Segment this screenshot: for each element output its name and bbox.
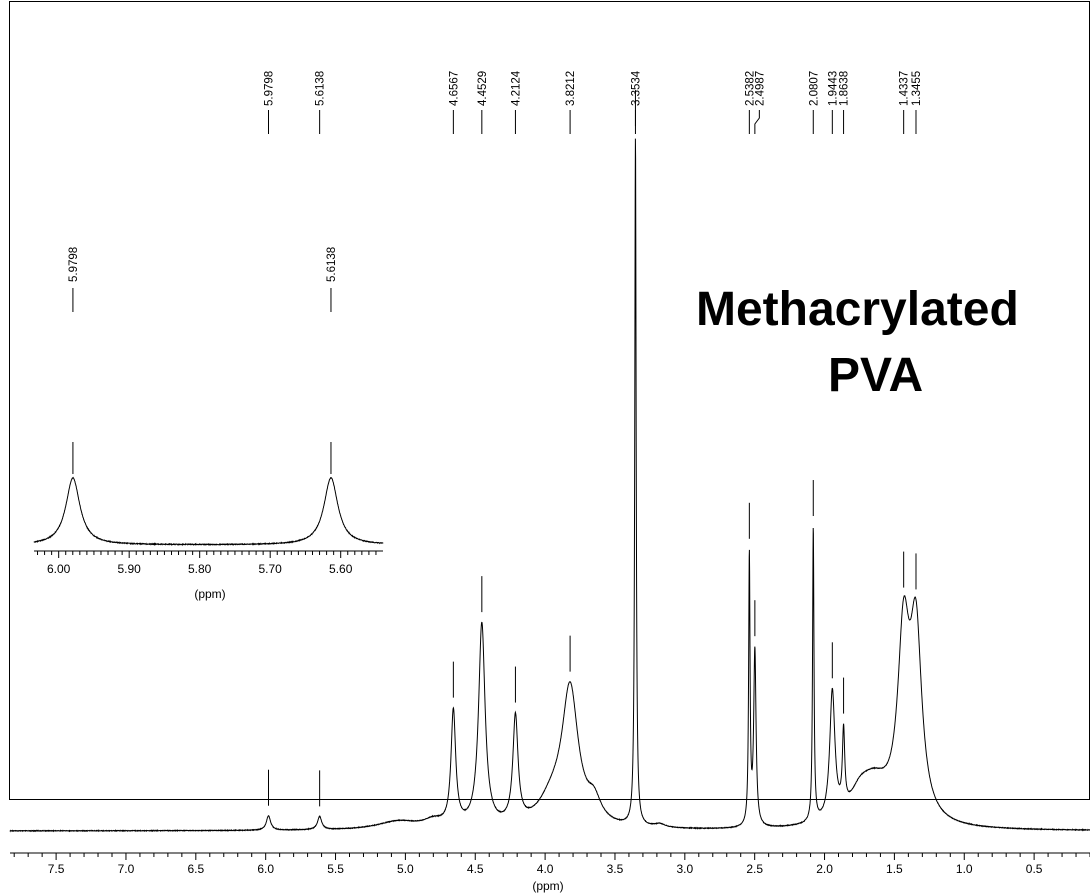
main-x-tick-label: 0.5 <box>1026 862 1043 876</box>
main-spectrum-trace <box>9 138 1090 833</box>
main-peak-label: 2.4987 <box>754 71 766 106</box>
main-x-tick-label: 6.5 <box>187 862 204 876</box>
main-peak-label: 3.8212 <box>565 71 577 106</box>
main-x-tick-label: 4.0 <box>537 862 554 876</box>
main-peak-label-group: 1.4337 <box>899 71 911 134</box>
main-peak-label-group: 4.2124 <box>510 70 522 134</box>
main-peak-markers <box>268 90 917 807</box>
main-x-tick-label: 5.0 <box>397 862 414 876</box>
main-x-tick-label: 6.0 <box>257 862 274 876</box>
main-x-tick-label: 4.5 <box>467 862 484 876</box>
main-x-tick-label: 2.0 <box>816 862 833 876</box>
inset-x-tick-label: 5.60 <box>329 562 353 576</box>
compound-title-line1: Methacrylated <box>696 283 1019 336</box>
inset-x-tick-label: 5.80 <box>188 562 212 576</box>
main-peak-label-group: 1.8638 <box>839 71 851 134</box>
main-peak-label-group: 1.3455 <box>911 71 923 134</box>
inset-x-axis: 6.00 5.90 5.80 5.70 5.60 <box>34 550 383 576</box>
main-peak-labels: 5.9798 5.6138 4.6567 4.4529 4.2124 3.8212 3.35… <box>264 70 923 134</box>
main-peak-label-group: 4.4529 <box>477 71 489 134</box>
inset-peak-labels: 5.9798 5.6138 <box>68 247 338 312</box>
main-peak-label-group: 2.5382 <box>744 71 756 134</box>
main-x-axis: 7.5 7.0 6.5 6.0 5.5 5.0 4.5 4.0 3.5 3.0 2.5 2.0 1.5 1… <box>10 852 1090 876</box>
main-peak-label: 3.3534 <box>630 70 642 106</box>
main-peak-label: 4.4529 <box>477 71 489 106</box>
inset-x-axis-label: (ppm) <box>194 587 225 601</box>
main-peak-label: 2.0807 <box>808 71 820 106</box>
main-peak-label-group: 5.9798 <box>264 71 276 134</box>
inset-x-tick-label: 6.00 <box>47 562 71 576</box>
main-peak-label-group: 2.4987 <box>754 71 766 134</box>
main-x-tick-label: 7.0 <box>118 862 135 876</box>
main-x-axis-label: (ppm) <box>532 879 563 893</box>
main-peak-label: 1.4337 <box>899 71 911 106</box>
main-peak-label: 2.5382 <box>744 71 756 106</box>
inset-x-tick-label: 5.70 <box>259 562 283 576</box>
main-peak-label: 1.9443 <box>827 71 839 106</box>
main-peak-label-group: 2.0807 <box>808 71 820 134</box>
main-peak-label-group: 3.8212 <box>565 71 577 134</box>
main-peak-label-group: 1.9443 <box>827 71 839 134</box>
main-peak-label: 1.3455 <box>911 71 923 106</box>
main-x-tick-label: 1.5 <box>886 862 903 876</box>
main-x-tick-label: 5.5 <box>327 862 344 876</box>
main-x-tick-label: 2.5 <box>746 862 763 876</box>
main-peak-label-group: 5.6138 <box>315 71 327 134</box>
main-peak-label: 5.9798 <box>264 71 276 106</box>
main-x-tick-label: 3.5 <box>607 862 624 876</box>
main-peak-label: 4.2124 <box>510 70 522 106</box>
main-peak-label: 5.6138 <box>315 71 327 106</box>
main-x-tick-label: 3.0 <box>676 862 693 876</box>
compound-title-line2: PVA <box>828 349 924 402</box>
main-peak-label-connector <box>754 110 760 134</box>
main-peak-label: 4.6567 <box>448 71 460 106</box>
inset-peak-label: 5.6138 <box>326 247 338 282</box>
inset-spectrum-trace <box>33 476 384 547</box>
main-x-tick-label: 1.0 <box>956 862 973 876</box>
inset-x-tick-label: 5.90 <box>118 562 142 576</box>
main-x-tick-label: 7.5 <box>48 862 65 876</box>
main-peak-label: 1.8638 <box>839 71 851 106</box>
main-peak-label-group: 4.6567 <box>448 71 460 134</box>
inset-peak-markers <box>72 442 332 474</box>
inset-peak-label: 5.9798 <box>68 247 80 282</box>
